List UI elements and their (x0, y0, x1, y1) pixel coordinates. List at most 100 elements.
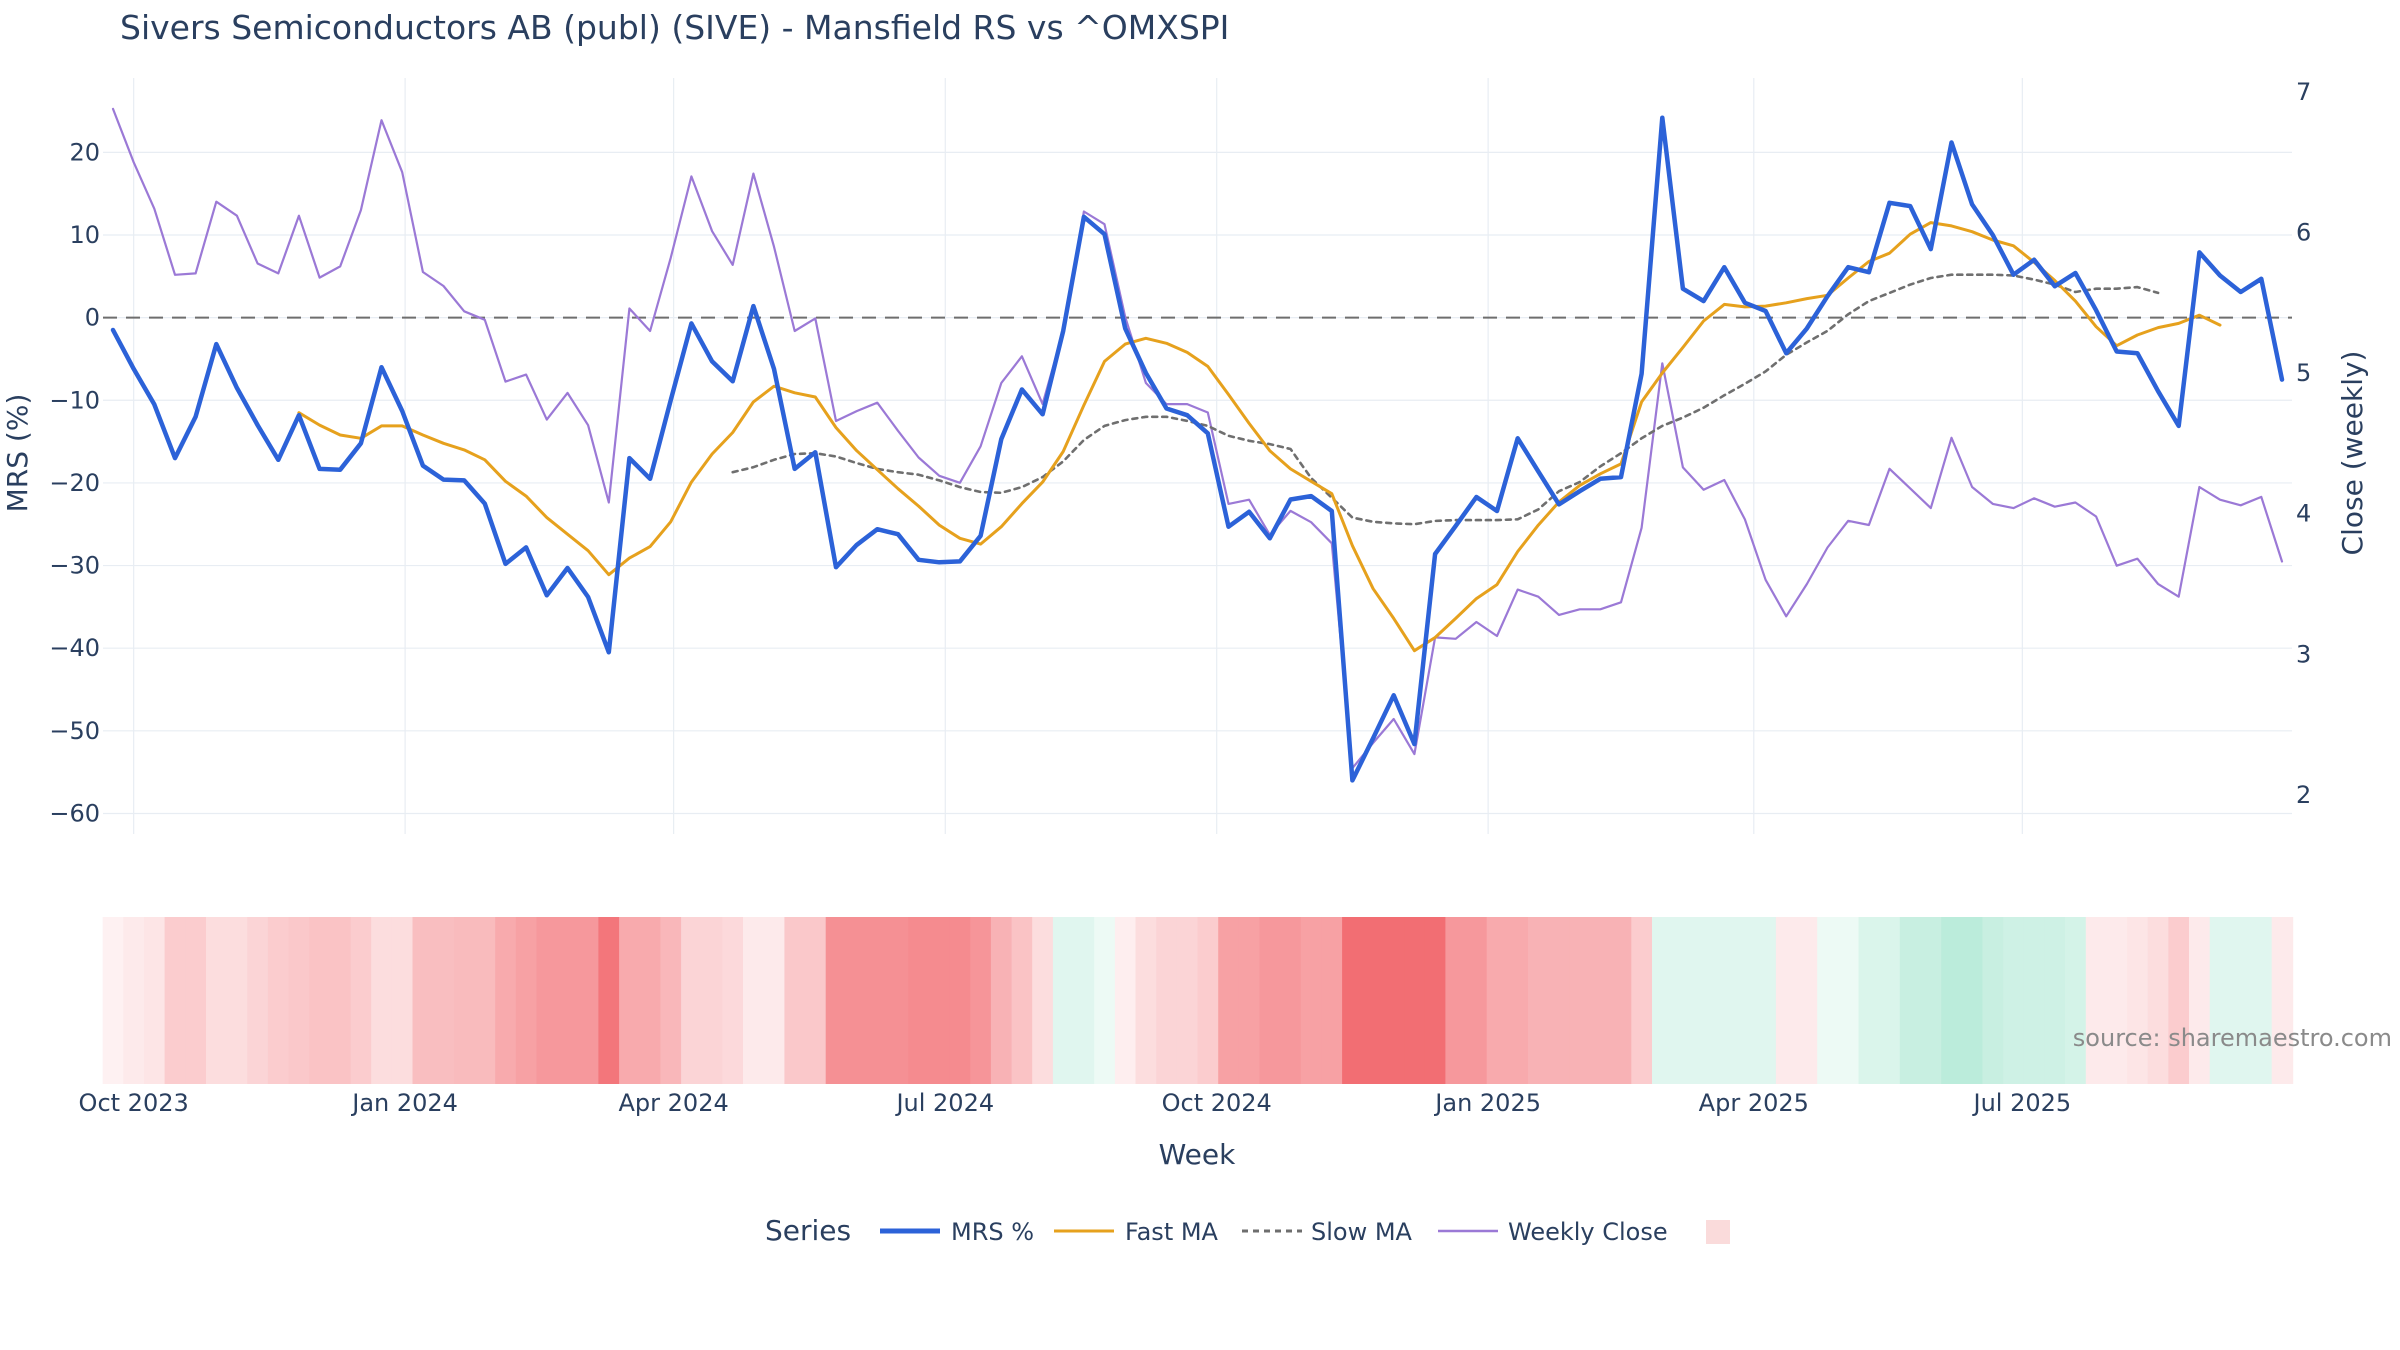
y2-axis-title: Close (weekly) (2336, 351, 2369, 556)
heatmap-cell (701, 917, 724, 1084)
legend-label-weekly-close[interactable]: Weekly Close (1508, 1218, 1668, 1246)
chart-title: Sivers Semiconductors AB (publ) (SIVE) -… (120, 8, 1229, 47)
heatmap-cell (1610, 917, 1633, 1084)
heatmap-cell (123, 917, 145, 1084)
heatmap-cell (1321, 917, 1343, 1084)
heatmap-cell (763, 917, 786, 1084)
heatmap-cell (1342, 917, 1364, 1084)
heatmap-cell (2023, 917, 2046, 1084)
legend-title: Series (765, 1214, 851, 1247)
y-axis-title: MRS (%) (1, 394, 34, 513)
heatmap-cell (1445, 917, 1467, 1084)
regime-heatmap (102, 917, 2294, 1084)
x-tick-label: Jan 2024 (350, 1089, 458, 1117)
heatmap-cell (2251, 917, 2273, 1084)
legend-swatch-heatmap[interactable] (1706, 1220, 1730, 1244)
heatmap-cell (681, 917, 703, 1084)
heatmap-cell (247, 917, 269, 1084)
heatmap-cell (2065, 917, 2087, 1084)
heatmap-cell (1486, 917, 1509, 1084)
legend-label-slow-ma[interactable]: Slow MA (1311, 1218, 1413, 1246)
heatmap-cell (1094, 917, 1116, 1084)
heatmap-cell (949, 917, 972, 1084)
legend: Series MRS % Fast MA Slow MA Weekly Clos… (765, 1214, 1730, 1247)
y2-tick-label: 5 (2296, 359, 2311, 387)
heatmap-cell (2127, 917, 2149, 1084)
heatmap-cell (1197, 917, 1219, 1084)
heatmap-cell (825, 917, 848, 1084)
heatmap-cell (1920, 917, 1942, 1084)
x-axis: Oct 2023 Jan 2024 Apr 2024 Jul 2024 Oct 2024… (79, 1089, 2072, 1117)
x-tick-label: Jan 2025 (1433, 1089, 1541, 1117)
heatmap-cell (1837, 917, 1860, 1084)
heatmap-cell (1507, 917, 1529, 1084)
heatmap-cell (1073, 917, 1096, 1084)
heatmap-cell (515, 917, 538, 1084)
heatmap-cell (350, 917, 373, 1084)
heatmap-cell (1114, 917, 1137, 1084)
x-tick-label: Apr 2024 (619, 1089, 729, 1117)
heatmap-cell (371, 917, 393, 1084)
source-credit: source: sharemaestro.com (2073, 1024, 2392, 1052)
y-tick-label: −20 (49, 469, 100, 497)
heatmap-cell (329, 917, 352, 1084)
heatmap-cell (1052, 917, 1075, 1084)
heatmap-cell (1383, 917, 1405, 1084)
x-tick-label: Jul 2024 (894, 1089, 994, 1117)
heatmap-cell (1631, 917, 1653, 1084)
y2-tick-label: 6 (2296, 219, 2311, 247)
legend-label-mrs[interactable]: MRS % (951, 1218, 1034, 1246)
heatmap-cell (1569, 917, 1591, 1084)
y-tick-label: 0 (85, 304, 100, 332)
heatmap-cell (1899, 917, 1922, 1084)
heatmap-cell (598, 917, 620, 1084)
heatmap-cell (288, 917, 311, 1084)
heatmap-cell (185, 917, 207, 1084)
y2-tick-label: 7 (2296, 78, 2311, 106)
heatmap-cell (805, 917, 827, 1084)
heatmap-cell (412, 917, 434, 1084)
heatmap-cell (1404, 917, 1426, 1084)
heatmap-cell (1693, 917, 1715, 1084)
y-axis-right: 7 6 5 4 3 2 (2296, 78, 2311, 809)
heatmap-cell (743, 917, 765, 1084)
heatmap-cell (1590, 917, 1612, 1084)
heatmap-cell (453, 917, 476, 1084)
heatmap-cell (1424, 917, 1447, 1084)
heatmap-cell (908, 917, 930, 1084)
heatmap-cell (102, 917, 125, 1084)
y2-tick-label: 2 (2296, 781, 2311, 809)
heatmap-cell (1280, 917, 1302, 1084)
heatmap-cell (660, 917, 682, 1084)
heatmap-cell (433, 917, 455, 1084)
heatmap-cell (2085, 917, 2108, 1084)
heatmap-cell (929, 917, 951, 1084)
heatmap-cell (1672, 917, 1695, 1084)
heatmap-cell (309, 917, 331, 1084)
heatmap-cell (577, 917, 600, 1084)
heatmap-cell (867, 917, 889, 1084)
heatmap-cell (846, 917, 868, 1084)
heatmap-cell (1238, 917, 1261, 1084)
grid (103, 78, 2292, 834)
heatmap-cell (1879, 917, 1901, 1084)
y-tick-label: −60 (49, 799, 100, 827)
series-fast-ma (297, 221, 2222, 653)
x-tick-label: Jul 2025 (1972, 1089, 2072, 1117)
y2-tick-label: 4 (2296, 500, 2311, 528)
heatmap-cell (990, 917, 1013, 1084)
series-lines (110, 107, 2285, 783)
heatmap-cell (1011, 917, 1034, 1084)
x-tick-label: Oct 2023 (79, 1089, 189, 1117)
legend-label-fast-ma[interactable]: Fast MA (1125, 1218, 1219, 1246)
heatmap-cell (887, 917, 910, 1084)
heatmap-cell (1817, 917, 1839, 1084)
y-tick-label: −40 (49, 634, 100, 662)
heatmap-cell (1135, 917, 1157, 1084)
series-mrs (110, 115, 2285, 783)
y-tick-label: 10 (69, 221, 100, 249)
heatmap-cell (474, 917, 496, 1084)
heatmap-cell (144, 917, 166, 1084)
y-tick-label: −10 (49, 386, 100, 414)
